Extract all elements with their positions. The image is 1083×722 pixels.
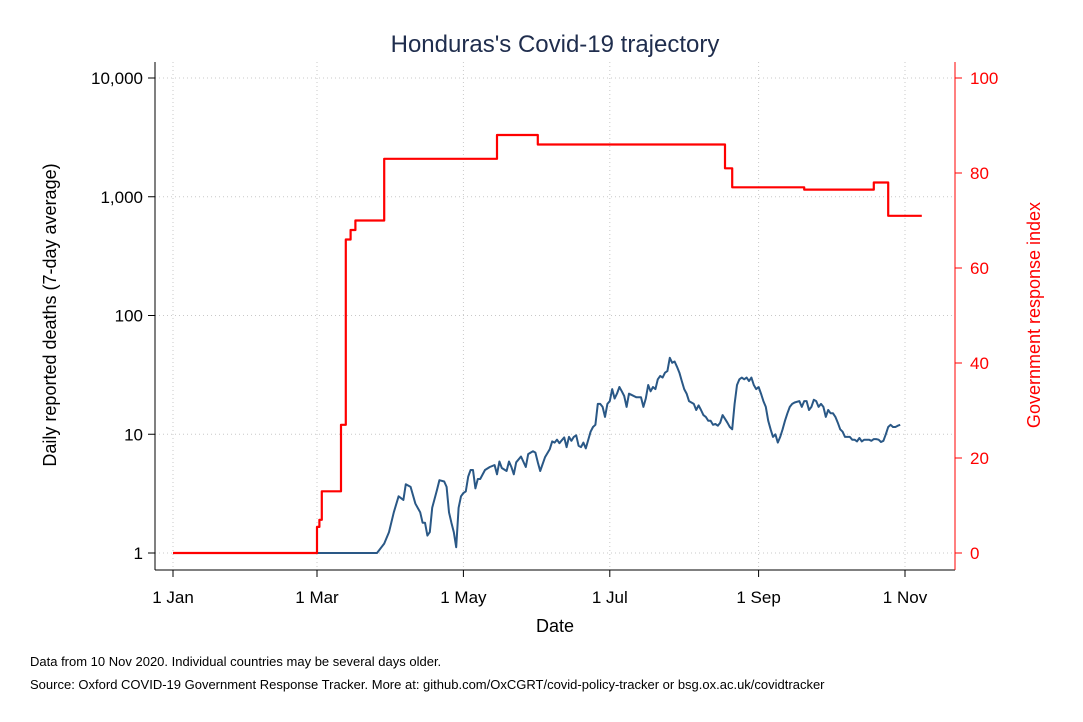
x-axis-label: Date xyxy=(536,616,574,636)
x-tick-label: 1 Mar xyxy=(295,588,339,607)
x-tick-label: 1 May xyxy=(440,588,487,607)
y-left-tick-label: 10,000 xyxy=(91,69,143,88)
y-right-tick-label: 80 xyxy=(970,164,989,183)
plot-lines xyxy=(173,133,922,555)
x-tick-label: 1 Nov xyxy=(883,588,928,607)
y-axis-left-label: Daily reported deaths (7-day average) xyxy=(40,163,60,466)
y-right-tick-label: 0 xyxy=(970,544,979,563)
y-right-tick-label: 40 xyxy=(970,354,989,373)
x-tick-label: 1 Jul xyxy=(592,588,628,607)
y-right-tick-label: 60 xyxy=(970,259,989,278)
y-right-tick-label: 20 xyxy=(970,449,989,468)
y-right-tick-label: 100 xyxy=(970,69,998,88)
chart: Honduras's Covid-19 trajectory 1 Jan 1 Ma… xyxy=(40,31,1044,636)
chart-title: Honduras's Covid-19 trajectory xyxy=(391,31,720,58)
y-axis-right-label: Government response index xyxy=(1024,202,1044,428)
deaths-series-line xyxy=(173,356,901,554)
y-left-tick-label: 1,000 xyxy=(100,188,143,207)
y-left-tick-label: 1 xyxy=(134,544,143,563)
axes: 1 Jan 1 Mar 1 May 1 Jul 1 Sep 1 Nov 1 10 100 1,00… xyxy=(91,62,998,607)
y-left-tick-label: 10 xyxy=(124,425,143,444)
x-tick-label: 1 Jan xyxy=(152,588,194,607)
grid xyxy=(155,62,955,570)
y-left-tick-label: 100 xyxy=(115,307,143,326)
footer-source: Source: Oxford COVID-19 Government Respo… xyxy=(30,677,825,692)
footer-note: Data from 10 Nov 2020. Individual countr… xyxy=(30,654,442,669)
x-tick-label: 1 Sep xyxy=(736,588,780,607)
response-index-series-line xyxy=(173,133,922,555)
